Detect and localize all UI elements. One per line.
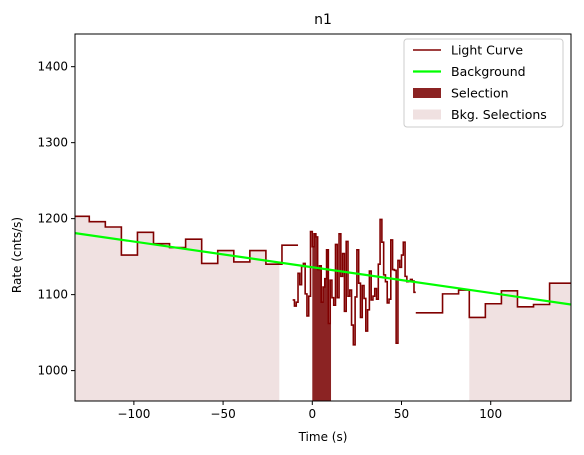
legend-label: Light Curve [451, 43, 523, 58]
plot-area [74, 33, 572, 402]
x-tick-label: −50 [210, 407, 235, 421]
y-axis: 1000 1100 1200 1300 1400 [37, 60, 75, 378]
legend-swatch [413, 88, 441, 98]
legend-box [403, 38, 564, 128]
legend-swatch [413, 109, 441, 120]
y-tick-label: 1300 [37, 136, 68, 150]
legend-label: Selection [451, 86, 509, 101]
legend-label: Bkg. Selections [451, 107, 547, 122]
legend-label: Background [451, 64, 526, 79]
x-tick-label: 0 [308, 407, 316, 421]
background-line [75, 231, 571, 306]
legend: Light Curve Background Selection Bkg. Selec… [403, 38, 564, 128]
x-axis-label: Time (s) [298, 430, 348, 444]
light-curve-coarse [75, 215, 299, 266]
chart-title: n1 [314, 12, 332, 28]
y-tick-label: 1200 [37, 212, 68, 226]
selection-area [312, 233, 332, 401]
x-tick-label: 50 [394, 407, 409, 421]
x-axis: −100 −50 0 50 100 [117, 401, 502, 421]
y-tick-label: 1100 [37, 288, 68, 302]
bkg-selection-1 [469, 283, 571, 401]
y-tick-label: 1400 [37, 60, 68, 74]
plot-frame [74, 33, 572, 402]
x-tick-label: 100 [479, 407, 502, 421]
y-tick-label: 1000 [37, 364, 68, 378]
light-curve-tail [415, 282, 571, 319]
y-axis-label: Rate (cnts/s) [10, 217, 24, 293]
x-tick-label: −100 [117, 407, 150, 421]
bkg-selection-0 [75, 216, 280, 401]
light-curve-fine [292, 218, 416, 346]
